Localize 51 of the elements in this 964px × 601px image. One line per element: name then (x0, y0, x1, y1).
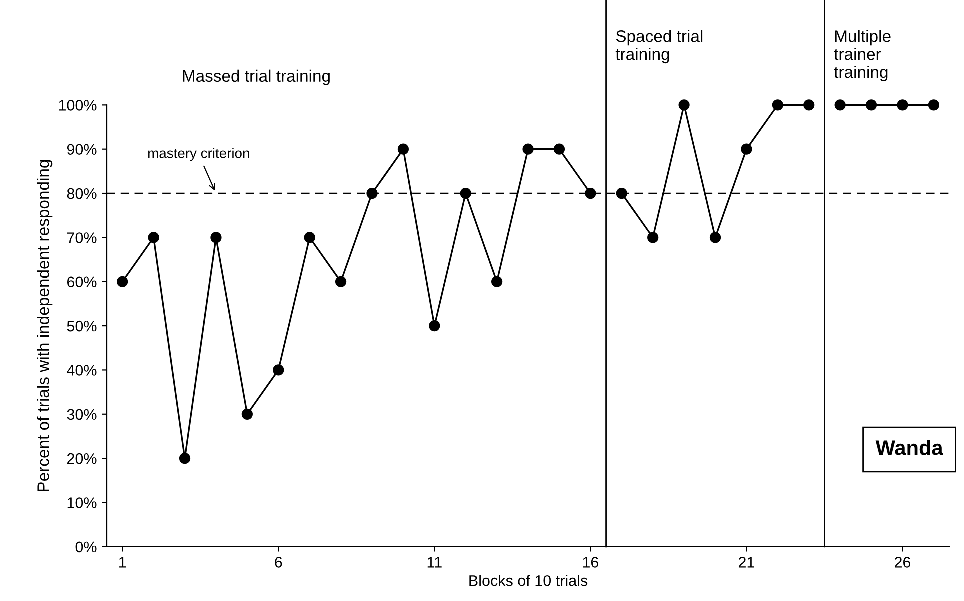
point (148, 232, 160, 244)
x-tick-label: 16 (583, 557, 599, 568)
point (710, 232, 722, 244)
point (335, 276, 347, 288)
point (585, 188, 596, 200)
y-tick-label: 90% (67, 144, 97, 156)
x-tick-label: 26 (895, 557, 911, 568)
point (492, 276, 503, 288)
annotation: Wanda (876, 440, 944, 456)
point (117, 276, 128, 288)
point (804, 100, 815, 111)
y-tick-label: 60% (67, 276, 97, 288)
point (866, 100, 878, 111)
annotation: mastery criterion (148, 148, 250, 162)
point (834, 100, 846, 111)
y-axis-title: Percent of trials with independent responding (37, 160, 53, 492)
point (460, 188, 472, 200)
point (772, 100, 784, 111)
point (616, 188, 628, 200)
text: Spaced trial training (616, 30, 703, 64)
point (210, 232, 222, 244)
y-tick-label: 10% (68, 498, 97, 508)
point (928, 100, 940, 111)
point (678, 100, 690, 111)
y-tick-label: 50% (67, 320, 97, 332)
point (398, 144, 410, 155)
x-axis-title: Blocks of 10 trials (470, 575, 588, 586)
x-tick-label: 1 (120, 557, 126, 568)
point (429, 320, 440, 332)
y-tick-label: 80% (67, 188, 97, 200)
point (273, 364, 284, 376)
point (242, 408, 253, 420)
y-tick-label: 0% (76, 542, 97, 553)
point (366, 188, 378, 200)
point (897, 100, 908, 111)
x-tick-label: 6 (275, 557, 282, 568)
point (554, 144, 566, 155)
point (304, 232, 316, 244)
text: Multiple trainer training (834, 30, 891, 82)
point (741, 144, 752, 155)
y-tick-label: 20% (67, 453, 97, 464)
y-tick-label: 30% (67, 409, 97, 420)
point (179, 453, 191, 464)
x-tick-label: 21 (738, 557, 754, 568)
text: Massed trial training (183, 70, 330, 86)
y-tick-label: 70% (67, 232, 97, 244)
y-tick-label: 40% (67, 365, 97, 376)
point (522, 144, 534, 155)
y-tick-label: 100% (59, 100, 97, 111)
x-tick-label: 11 (428, 557, 442, 568)
point (648, 232, 659, 244)
